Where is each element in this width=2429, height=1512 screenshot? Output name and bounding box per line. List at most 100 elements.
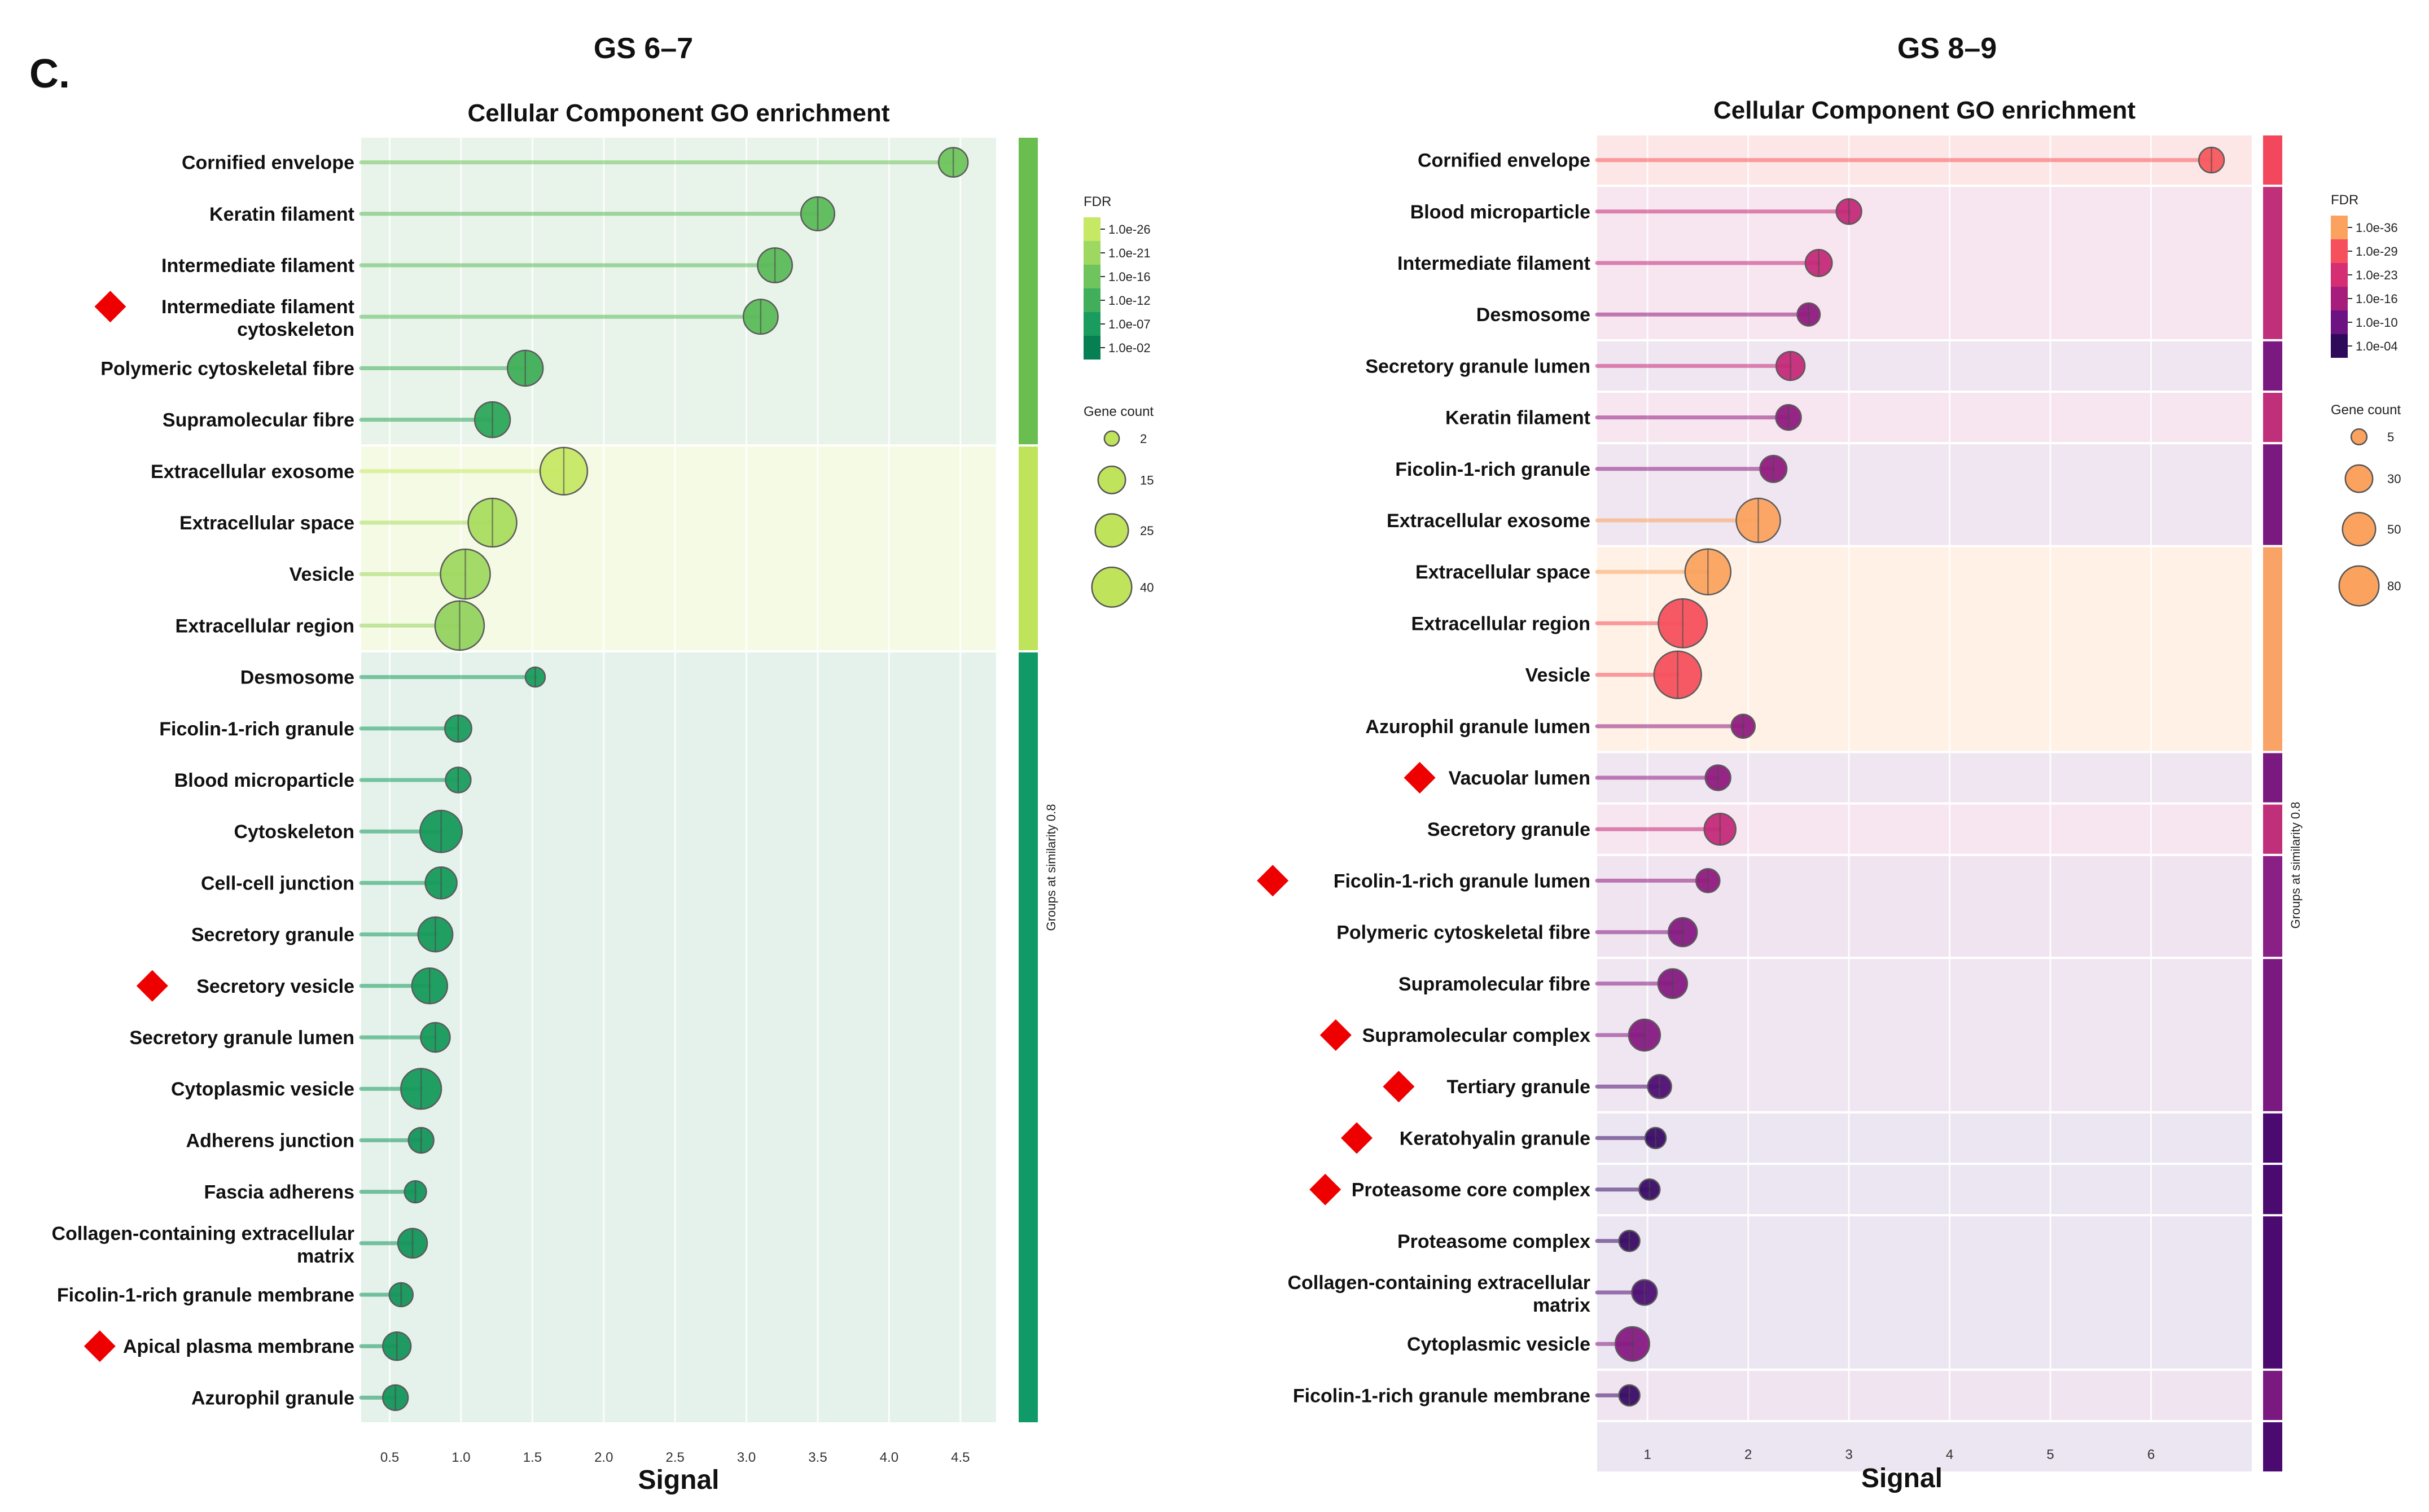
fdr-color-swatch [2331, 287, 2348, 310]
group-color-bar [2263, 1165, 2282, 1215]
groups-side-label: Groups at similarity 0.8 [1044, 804, 1058, 931]
term-label: Keratohyalin granule [1400, 1128, 1590, 1149]
term-label: Extracellular space [179, 512, 354, 534]
term-label-line2: matrix [297, 1246, 354, 1267]
group-color-bar [2263, 444, 2282, 545]
group-band [1597, 959, 2252, 1111]
x-tick-label: 3.5 [808, 1450, 827, 1465]
term-label: Vesicle [1525, 665, 1590, 686]
gene-count-legend-dot [2342, 512, 2377, 547]
marker-diamond-icon [84, 1330, 116, 1362]
term-label: Cytoplasmic vesicle [1407, 1334, 1590, 1355]
term-label: Secretory granule lumen [1365, 356, 1590, 377]
fdr-legend-label: 1.0e-21 [1108, 246, 1151, 260]
panel-label: C. [29, 51, 70, 97]
term-label: Azurophil granule [191, 1387, 354, 1409]
group-band [361, 138, 996, 445]
fdr-color-swatch [1084, 288, 1100, 312]
group-band [1597, 1422, 2252, 1472]
fdr-color-swatch [1084, 241, 1100, 265]
term-label-line2: matrix [1533, 1295, 1590, 1316]
term-label: Intermediate filament [161, 296, 354, 318]
fdr-legend-label: 1.0e-16 [2356, 292, 2398, 306]
term-label: Cytoskeleton [234, 821, 355, 843]
gene-count-legend-label: 50 [2387, 523, 2401, 537]
x-tick-label: 1.0 [451, 1450, 470, 1465]
gene-count-legend-label: 25 [1140, 524, 1154, 538]
group-band [1597, 1113, 2252, 1163]
fdr-color-swatch [1084, 217, 1100, 241]
group-band [1597, 1216, 2252, 1369]
fdr-legend-label: 1.0e-10 [2356, 315, 2398, 330]
term-label: Fascia adherens [204, 1182, 354, 1203]
group-band [1597, 1165, 2252, 1215]
term-label: Supramolecular fibre [163, 410, 354, 431]
group-color-bar [2263, 1370, 2282, 1420]
gene-count-legend-label: 2 [1140, 432, 1147, 446]
term-label: Collagen-containing extracellular [1287, 1272, 1590, 1294]
fdr-color-swatch [2331, 239, 2348, 263]
gene-count-legend-dot [2344, 464, 2374, 493]
fdr-legend-label: 1.0e-07 [1108, 317, 1151, 331]
fdr-legend-label: 1.0e-23 [2356, 268, 2398, 282]
groups-side-label: Groups at similarity 0.8 [2288, 802, 2303, 929]
term-label: Blood microparticle [1410, 201, 1590, 223]
group-color-bar [2263, 753, 2282, 803]
term-label: Cytoplasmic vesicle [171, 1079, 354, 1100]
group-color-bar [1019, 138, 1038, 445]
term-label: Extracellular region [176, 615, 354, 637]
marker-diamond-icon [1404, 762, 1436, 794]
gene-count-legend-dot [1094, 513, 1129, 548]
fdr-color-swatch [2331, 334, 2348, 358]
x-tick-label: 4.5 [951, 1450, 970, 1465]
fdr-legend-title: FDR [1084, 194, 1111, 209]
fdr-color-swatch [2331, 216, 2348, 239]
chart-gs-8-9: GS 8–9 Cellular Component GO enrichment Co… [1257, 32, 2401, 1493]
term-label: Cornified envelope [1418, 150, 1590, 172]
term-label: Proteasome complex [1397, 1231, 1590, 1252]
group-color-bar [2263, 856, 2282, 957]
marker-diamond-icon [1341, 1122, 1373, 1154]
x-tick-label: 2 [1744, 1447, 1752, 1462]
term-label: Adherens junction [186, 1130, 354, 1151]
term-label: Keratin filament [1445, 407, 1590, 429]
term-label: Vacuolar lumen [1449, 768, 1590, 789]
marker-diamond-icon [1383, 1071, 1415, 1103]
gene-count-legend-title: Gene count [2331, 402, 2401, 418]
chart-title: GS 8–9 [1897, 32, 1997, 65]
marker-diamond-icon [94, 291, 126, 323]
x-tick-label: 2.5 [665, 1450, 684, 1465]
term-label: Supramolecular complex [1362, 1025, 1590, 1046]
term-label: Secretory granule [1427, 819, 1590, 840]
chart-gs-6-7: GS 6–7 Cellular Component GO enrichment Co… [51, 32, 1154, 1495]
term-label: Ficolin-1-rich granule membrane [57, 1285, 354, 1306]
chart-subtitle: Cellular Component GO enrichment [1713, 97, 2136, 124]
gene-count-legend-label: 40 [1140, 580, 1154, 594]
gene-count-legend-dot [2338, 565, 2380, 607]
group-color-bar [2263, 804, 2282, 854]
fdr-legend-label: 1.0e-04 [2356, 339, 2398, 353]
x-tick-label: 4.0 [880, 1450, 898, 1465]
x-tick-label: 1.5 [523, 1450, 542, 1465]
group-color-bar [1019, 446, 1038, 650]
term-label: Vesicle [290, 564, 354, 585]
marker-diamond-icon [1309, 1173, 1341, 1206]
gene-count-legend-dot [1097, 465, 1126, 494]
term-label: Ficolin-1-rich granule [159, 718, 354, 740]
x-axis-label: Signal [638, 1465, 719, 1495]
group-color-bar [2263, 547, 2282, 751]
term-label: Ficolin-1-rich granule [1395, 459, 1590, 480]
fdr-legend-label: 1.0e-12 [1108, 293, 1151, 308]
gene-count-legend-dot [2350, 428, 2368, 446]
fdr-legend-title: FDR [2331, 192, 2358, 208]
x-axis-label: Signal [1861, 1463, 1943, 1493]
group-band [1597, 444, 2252, 545]
group-band [1597, 1370, 2252, 1420]
group-color-bar [2263, 1216, 2282, 1369]
term-label: Secretory vesicle [196, 976, 354, 997]
fdr-legend-label: 1.0e-02 [1108, 341, 1151, 355]
term-label: Cell-cell junction [201, 873, 354, 894]
gene-count-legend-title: Gene count [1084, 404, 1154, 419]
gene-count-legend-label: 15 [1140, 473, 1154, 487]
